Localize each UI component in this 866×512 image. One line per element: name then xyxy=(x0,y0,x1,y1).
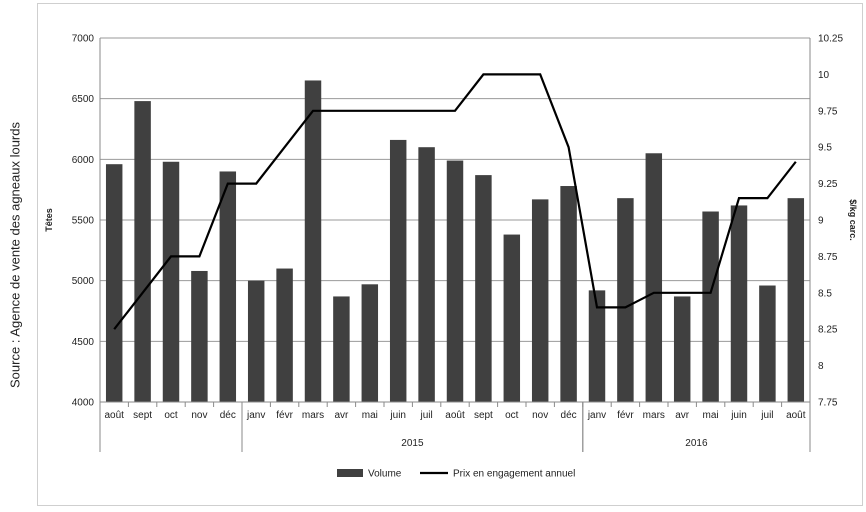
bar xyxy=(475,175,492,402)
x-tick-label: oct xyxy=(164,410,178,421)
bar xyxy=(389,139,407,403)
x-tick-label: juin xyxy=(389,410,406,421)
bar xyxy=(588,290,606,402)
series-line xyxy=(113,73,797,330)
x-tick-label: févr xyxy=(617,410,634,421)
y-right-tick-label: 8.5 xyxy=(818,288,832,299)
x-tick-label: août xyxy=(445,410,465,421)
y-axis-right: 7.75 8 8.25 8.5 8.75 9 9.25 9.5 9.75 10 10.25 $/kg … xyxy=(818,34,858,409)
x-tick-label: juil xyxy=(760,410,773,421)
y-right-tick-label: 9.75 xyxy=(818,106,838,117)
y-right-tick-label: 8.25 xyxy=(818,325,838,336)
x-tick-label: oct xyxy=(505,410,519,421)
x-tick-label: août xyxy=(104,410,124,421)
x-tick-label: nov xyxy=(191,410,207,421)
y-right-tick-label: 9.25 xyxy=(818,179,838,190)
bar xyxy=(787,198,805,402)
x-tick-label: avr xyxy=(675,410,690,421)
x-tick-label: avr xyxy=(334,410,349,421)
legend-label-price: Prix en engagement annuel xyxy=(453,469,575,480)
bar xyxy=(730,205,748,402)
x-tick-label: mars xyxy=(302,410,324,421)
y-left-tick-label: 4000 xyxy=(72,398,95,409)
x-axis-categories: août sept oct nov déc janv févr mars avr mai juin j… xyxy=(104,410,805,449)
bar xyxy=(333,296,350,402)
bar xyxy=(673,296,691,402)
x-tick-label: mai xyxy=(362,410,378,421)
y-right-tick-label: 9 xyxy=(818,216,824,227)
y-left-tick-label: 7000 xyxy=(72,34,95,45)
x-tick-label: sept xyxy=(133,410,152,421)
bar xyxy=(418,147,435,402)
y-right-tick-label: 10.25 xyxy=(818,34,843,45)
bar xyxy=(503,234,521,402)
line-series xyxy=(113,73,797,330)
chart-frame: août sept oct nov déc janv févr mars avr mai juin j… xyxy=(37,3,863,506)
chart: août sept oct nov déc janv févr mars avr mai juin j… xyxy=(44,34,858,480)
legend-swatch-volume xyxy=(337,469,363,477)
bar xyxy=(645,153,663,402)
x-tick-label: déc xyxy=(561,410,577,421)
y-left-tick-label: 6500 xyxy=(72,94,95,105)
axes xyxy=(99,38,811,452)
bar xyxy=(531,199,549,402)
legend: Volume Prix en engagement annuel xyxy=(337,469,575,480)
source-note: Source : Agence de vente des agneaux lou… xyxy=(0,0,30,510)
y-left-tick-label: 4500 xyxy=(72,337,95,348)
source-note-text: Source : Agence de vente des agneaux lou… xyxy=(7,122,23,388)
legend-label-volume: Volume xyxy=(368,469,402,480)
x-group-label: 2015 xyxy=(401,438,424,449)
x-tick-label: sept xyxy=(474,410,493,421)
x-tick-label: févr xyxy=(276,410,293,421)
x-tick-label: janv xyxy=(587,410,606,421)
bar xyxy=(276,268,293,402)
x-tick-label: mai xyxy=(703,410,719,421)
y-left-tick-label: 5500 xyxy=(72,216,95,227)
x-group-label: 2016 xyxy=(685,438,708,449)
y-right-tick-label: 8.75 xyxy=(818,252,838,263)
x-tick-label: juin xyxy=(730,410,747,421)
y-right-tick-label: 7.75 xyxy=(818,398,838,409)
x-tick-label: janv xyxy=(246,410,265,421)
bar xyxy=(134,101,151,403)
y-right-tick-label: 9.5 xyxy=(818,143,832,154)
bar xyxy=(162,161,180,402)
bar xyxy=(446,160,464,402)
y-right-axis-title: $/kg carc. xyxy=(848,199,858,241)
y-right-tick-label: 10 xyxy=(818,70,830,81)
bar xyxy=(105,164,123,402)
x-tick-label: déc xyxy=(220,410,236,421)
bar xyxy=(759,285,776,402)
y-left-tick-label: 6000 xyxy=(72,155,95,166)
bar xyxy=(304,80,322,402)
bar xyxy=(361,284,379,402)
bar xyxy=(191,270,208,402)
y-axis-left: 4000 4500 5000 5500 6000 6500 7000 Têtes xyxy=(44,34,94,409)
y-left-tick-label: 5000 xyxy=(72,276,95,287)
y-right-tick-label: 8 xyxy=(818,361,824,372)
x-tick-label: août xyxy=(786,410,806,421)
bar xyxy=(247,280,265,402)
x-tick-label: juil xyxy=(419,410,432,421)
x-tick-label: mars xyxy=(643,410,665,421)
y-left-axis-title: Têtes xyxy=(44,208,54,232)
x-tick-label: nov xyxy=(532,410,548,421)
bar xyxy=(702,211,719,402)
bar xyxy=(219,171,237,402)
bar xyxy=(617,198,634,402)
bar xyxy=(560,186,577,402)
bar-series xyxy=(105,80,805,403)
